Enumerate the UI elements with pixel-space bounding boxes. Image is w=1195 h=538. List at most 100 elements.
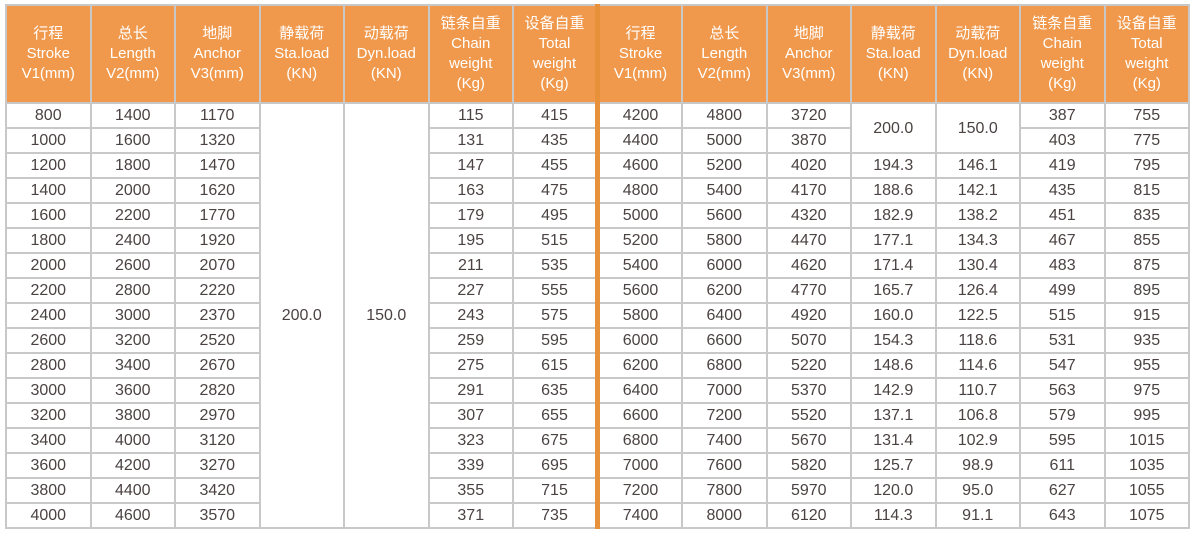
cell-right-dyn-load: 138.2 <box>934 202 1021 229</box>
cell-left-total-weight: 615 <box>512 352 599 379</box>
cell-right-chain-weight: 515 <box>1019 302 1106 329</box>
header-label: (KN) <box>286 64 318 82</box>
table-body: 800 1400 1170 200.0 150.0 115 415 4200 4800 3720 2… <box>5 102 1190 529</box>
header-cell-left-length: 总长 Length V2(mm) <box>89 4 176 104</box>
cell-left-chain-weight: 355 <box>427 477 514 504</box>
cell-left-total-weight: 675 <box>512 427 599 454</box>
header-label: V3(mm) <box>190 64 244 82</box>
cell-left-chain-weight: 307 <box>427 402 514 429</box>
table-row: 3200 3800 2970 307 655 6600 7200 5520 137.1 106.8… <box>5 402 1190 429</box>
cell-left-length: 2000 <box>89 177 176 204</box>
cell-right-length: 7600 <box>681 452 768 479</box>
cell-left-chain-weight: 275 <box>427 352 514 379</box>
cell-right-anchor: 4320 <box>765 202 852 229</box>
cell-right-stroke: 6600 <box>595 402 683 429</box>
header-label: (KN) <box>370 64 402 82</box>
cell-right-anchor: 5220 <box>765 352 852 379</box>
cell-right-total-weight: 975 <box>1103 377 1190 404</box>
cell-left-chain-weight: 339 <box>427 452 514 479</box>
cell-right-chain-weight: 403 <box>1019 127 1106 154</box>
cell-right-chain-weight: 467 <box>1019 227 1106 254</box>
cell-right-anchor: 5070 <box>765 327 852 354</box>
cell-right-stroke: 5800 <box>595 302 683 329</box>
cell-left-length: 1600 <box>89 127 176 154</box>
header-label: (Kg) <box>1132 74 1161 92</box>
cell-right-chain-weight: 499 <box>1019 277 1106 304</box>
cell-left-total-weight: 475 <box>512 177 599 204</box>
cell-right-anchor: 4470 <box>765 227 852 254</box>
header-label: weight <box>449 55 493 72</box>
header-label: V2(mm) <box>697 64 751 82</box>
header-label: Sta.load <box>274 45 330 63</box>
cell-left-anchor: 1770 <box>174 202 261 229</box>
cell-right-length: 7200 <box>681 402 768 429</box>
cell-right-chain-weight: 595 <box>1019 427 1106 454</box>
header-cell-left-anchor: 地脚 Anchor V3(mm) <box>174 4 261 104</box>
cell-left-chain-weight: 179 <box>427 202 514 229</box>
cell-left-anchor: 3270 <box>174 452 261 479</box>
header-label: V2(mm) <box>106 64 160 82</box>
cell-right-chain-weight: 579 <box>1019 402 1106 429</box>
header-label: V1(mm) <box>21 64 75 82</box>
cell-right-total-weight: 1035 <box>1103 452 1190 479</box>
cell-right-sta-load: 165.7 <box>850 277 937 304</box>
cell-left-chain-weight: 291 <box>427 377 514 404</box>
cell-right-total-weight: 835 <box>1103 202 1190 229</box>
cell-right-length: 7400 <box>681 427 768 454</box>
cell-right-total-weight: 775 <box>1103 127 1190 154</box>
header-cell-left-total-weight: 设备自重 Total weight (Kg) <box>512 4 599 104</box>
cell-left-chain-weight: 227 <box>427 277 514 304</box>
cell-right-dyn-load: 122.5 <box>934 302 1021 329</box>
header-label: Chain <box>1042 35 1082 53</box>
cell-left-length: 2400 <box>89 227 176 254</box>
cell-right-dyn-load: 91.1 <box>934 502 1021 529</box>
cell-left-anchor: 2520 <box>174 327 261 354</box>
cell-left-total-weight: 455 <box>512 152 599 179</box>
table-row: 3600 4200 3270 339 695 7000 7600 5820 125.7 98.9 6… <box>5 452 1190 479</box>
cell-right-total-weight: 755 <box>1103 102 1190 129</box>
cell-left-stroke: 4000 <box>5 502 92 529</box>
cell-right-total-weight: 815 <box>1103 177 1190 204</box>
cell-left-length: 2200 <box>89 202 176 229</box>
header-label: weight <box>1125 55 1169 72</box>
table-row: 2600 3200 2520 259 595 6000 6600 5070 154.3 118.6… <box>5 327 1190 354</box>
cell-left-total-weight: 535 <box>512 252 599 279</box>
table-row: 2000 2600 2070 211 535 5400 6000 4620 171.4 130.4… <box>5 252 1190 279</box>
header-label: 地脚 <box>202 25 233 43</box>
cell-left-length: 4600 <box>89 502 176 529</box>
cell-right-length: 5000 <box>681 127 768 154</box>
cell-left-chain-weight: 211 <box>427 252 514 279</box>
header-label: Chain <box>451 35 491 53</box>
cell-right-chain-weight: 387 <box>1019 102 1106 129</box>
cell-left-total-weight: 595 <box>512 327 599 354</box>
header-label: Total <box>538 35 571 53</box>
cell-right-sta-load: 142.9 <box>850 377 937 404</box>
cell-left-length: 4000 <box>89 427 176 454</box>
cell-left-anchor: 1170 <box>174 102 261 129</box>
header-label: weight <box>532 55 577 72</box>
header-cell-right-stroke: 行程 Stroke V1(mm) <box>595 4 683 104</box>
header-label: 总长 <box>709 25 740 43</box>
cell-left-anchor: 2220 <box>174 277 261 304</box>
header-label: 动载荷 <box>363 25 409 43</box>
cell-left-total-weight: 415 <box>512 102 599 129</box>
cell-right-length: 7800 <box>681 477 768 504</box>
cell-left-stroke: 3600 <box>5 452 92 479</box>
cell-right-stroke: 6000 <box>595 327 683 354</box>
cell-left-total-weight: 695 <box>512 452 599 479</box>
table-row: 1200 1800 1470 147 455 4600 5200 4020 194.3 146.1… <box>5 152 1190 179</box>
header-label: (KN) <box>877 64 909 82</box>
cell-right-anchor: 5670 <box>765 427 852 454</box>
table-row: 2200 2800 2220 227 555 5600 6200 4770 165.7 126.4… <box>5 277 1190 304</box>
cell-right-sta-load: 188.6 <box>850 177 937 204</box>
header-label: Dyn.load <box>356 45 416 63</box>
header-cell-left-dyn-load: 动载荷 Dyn.load (KN) <box>343 4 430 104</box>
cell-left-total-weight: 495 <box>512 202 599 229</box>
cell-left-stroke: 2600 <box>5 327 92 354</box>
header-cell-left-sta-load: 静载荷 Sta.load (KN) <box>258 4 345 104</box>
cell-right-sta-load: 114.3 <box>850 502 937 529</box>
cell-left-stroke: 3000 <box>5 377 92 404</box>
cell-right-dyn-load: 110.7 <box>934 377 1021 404</box>
cell-left-chain-weight: 131 <box>427 127 514 154</box>
cell-right-total-weight: 935 <box>1103 327 1190 354</box>
